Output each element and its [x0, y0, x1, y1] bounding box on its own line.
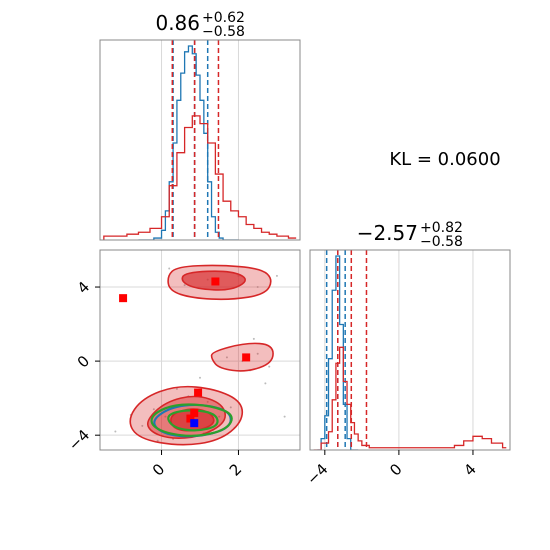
joint-sample-point — [164, 415, 167, 418]
joint-y-tick-label: 4 — [74, 278, 93, 297]
joint-sample-point — [141, 424, 144, 427]
joint-marker — [190, 408, 199, 417]
joint-sample-point — [256, 352, 259, 355]
marginal-x-hist-series-1 — [103, 115, 297, 240]
joint-sample-point — [168, 267, 171, 270]
joint-sample-point — [225, 356, 228, 359]
joint-marker — [190, 419, 199, 428]
joint-sample-point — [199, 376, 201, 379]
joint-sample-point — [256, 286, 259, 289]
kl-annotation: KL = 0.0600 — [389, 149, 500, 170]
marginal-y-title-minus: −0.58 — [420, 234, 463, 250]
joint-sample-point — [252, 337, 255, 340]
joint-sample-point — [264, 382, 267, 385]
marginal-x-title-value: 0.86 — [155, 11, 200, 35]
marginal-x-panel: 0.86 +0.62 −0.58 — [99, 10, 301, 241]
marginal-y-panel: −4 0 4 −2.57 +0.82 −0.58 — [303, 220, 511, 488]
joint-x-tick-label: 0 — [149, 460, 168, 479]
joint-sample-point — [152, 408, 155, 411]
joint-sample-point — [114, 430, 117, 433]
joint-marker — [211, 277, 220, 286]
marginal-y-tick-label: 0 — [386, 460, 405, 479]
joint-y-ticks: −4 0 4 — [65, 278, 100, 454]
joint-markers — [119, 277, 251, 428]
joint-frame — [99, 249, 301, 451]
marginal-y-tick-label: −4 — [303, 460, 331, 488]
joint-contour-8 — [167, 409, 219, 432]
joint-sample-point — [156, 439, 159, 442]
joint-marker — [186, 414, 195, 423]
marginal-x-title-minus: −0.58 — [202, 24, 245, 40]
marginal-x-title: 0.86 +0.62 −0.58 — [155, 10, 244, 40]
joint-x-tick-label: 2 — [226, 460, 245, 479]
joint-y-tick-label: −4 — [65, 426, 93, 454]
marginal-y-x-ticks: −4 0 4 — [303, 450, 480, 488]
marginal-x-title-plus: +0.62 — [202, 10, 245, 26]
marginal-x-hist-series-0 — [138, 45, 239, 240]
joint-sample-point — [206, 400, 209, 403]
marginal-y-frame — [309, 249, 511, 451]
joint-marker — [242, 353, 251, 362]
joint-contour-7 — [150, 403, 233, 437]
marginal-x-grid — [161, 40, 239, 240]
joint-sample-point — [275, 274, 278, 277]
joint-sample-point — [283, 415, 286, 418]
joint-marker — [119, 294, 128, 303]
marginal-x-frame — [99, 39, 301, 241]
marginal-y-title: −2.57 +0.82 −0.58 — [357, 220, 463, 250]
joint-sample-point — [268, 365, 271, 368]
marginal-y-hist-series-1 — [313, 346, 507, 450]
marginal-y-title-value: −2.57 — [357, 221, 418, 245]
joint-sample-point — [183, 284, 186, 287]
marginal-x-histograms — [103, 40, 297, 240]
marginal-y-hist-series-0 — [317, 255, 359, 450]
joint-contours — [129, 264, 274, 446]
joint-marker — [194, 388, 203, 397]
marginal-y-tick-label: 4 — [460, 460, 479, 479]
joint-sample-point — [229, 406, 232, 409]
joint-sample-point — [218, 415, 221, 418]
joint-sample-point — [175, 387, 178, 390]
marginal-y-title-plus: +0.82 — [420, 220, 463, 236]
joint-y-tick-label: 0 — [74, 352, 93, 371]
marginal-y-histograms — [313, 250, 507, 450]
